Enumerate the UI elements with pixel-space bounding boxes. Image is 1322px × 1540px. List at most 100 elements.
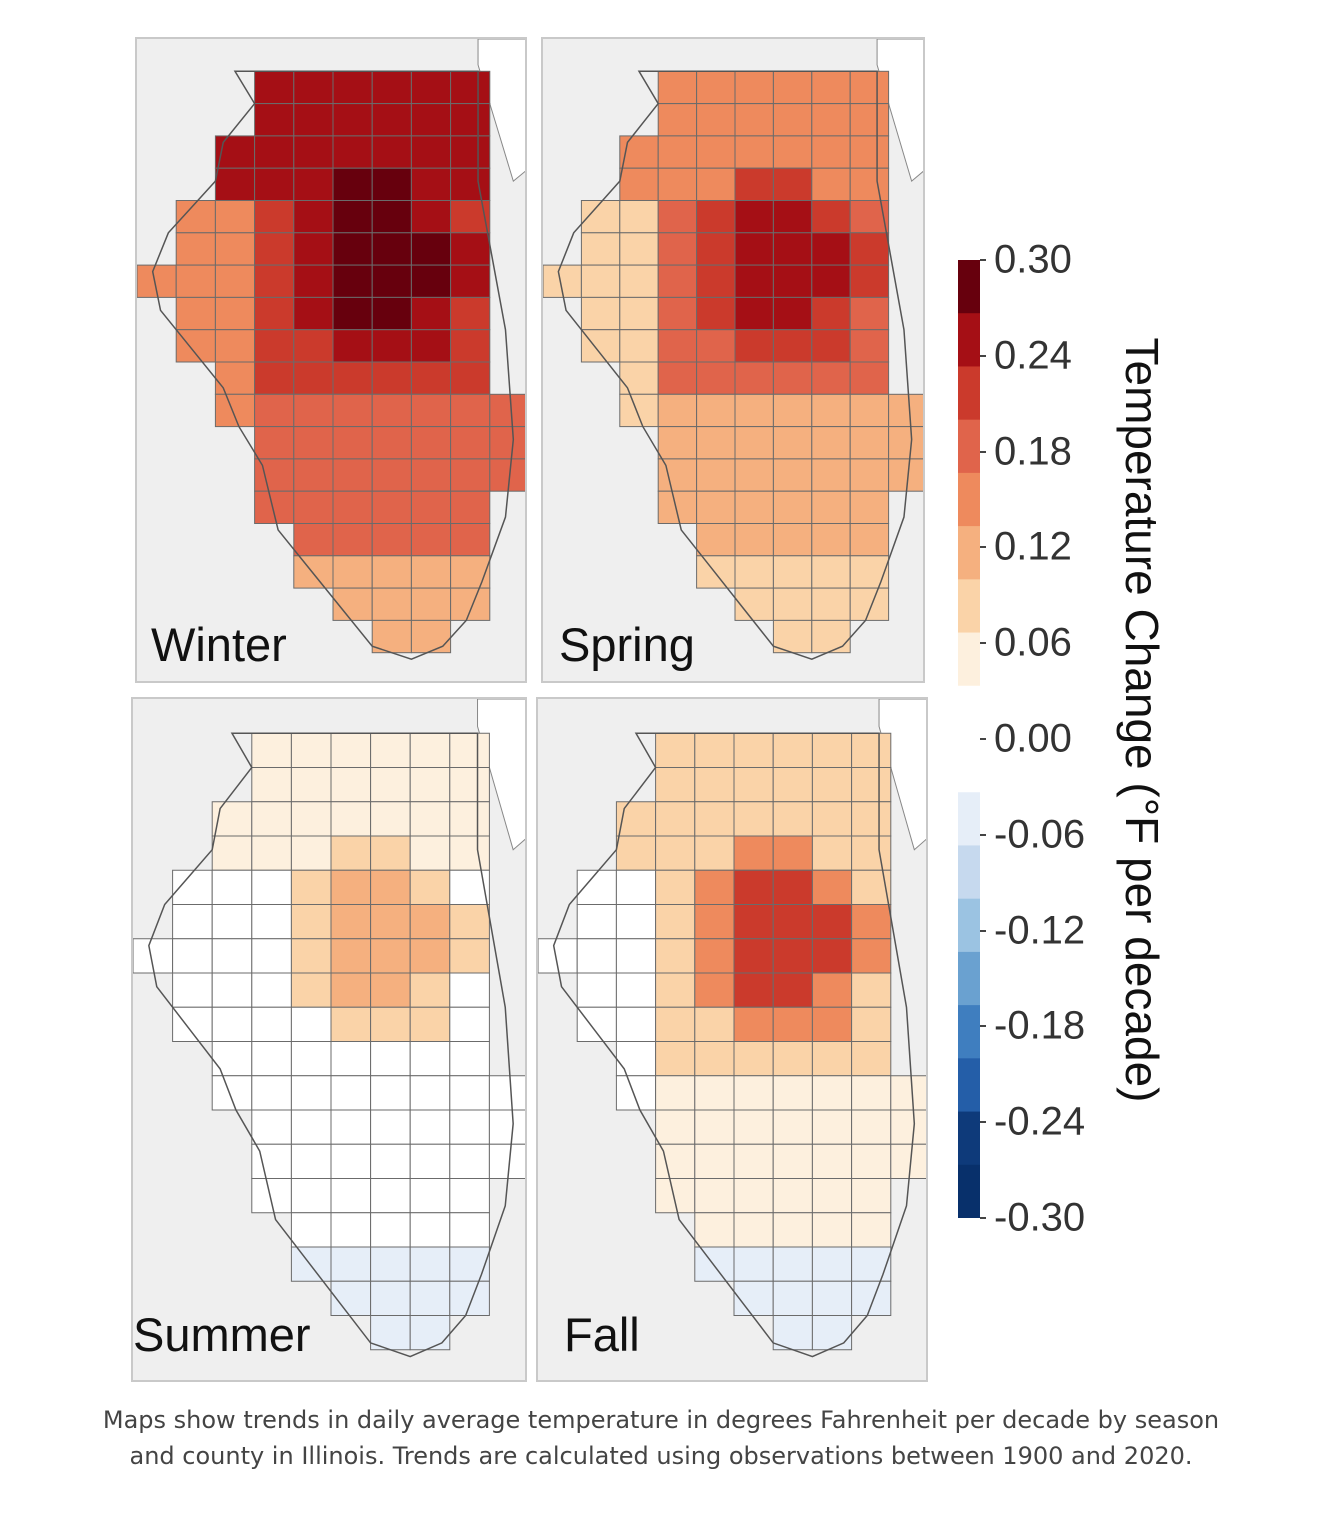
county-cell xyxy=(772,1246,813,1282)
county-cell xyxy=(851,801,892,837)
county-cell xyxy=(332,555,373,589)
county-cell xyxy=(772,103,813,137)
county-cell xyxy=(370,1109,411,1145)
county-cell xyxy=(811,869,853,905)
county-cell xyxy=(409,1212,451,1248)
county-cell xyxy=(214,329,256,363)
county-cell xyxy=(332,70,373,105)
county-cell xyxy=(615,801,657,837)
county-cell xyxy=(410,619,452,654)
county-cell xyxy=(330,767,372,803)
county-cell xyxy=(772,361,813,395)
figure-caption: Maps show trends in daily average temper… xyxy=(102,1406,1220,1470)
county-cell xyxy=(450,70,491,105)
county-cell xyxy=(696,232,736,266)
county-cell xyxy=(615,904,657,940)
county-cell xyxy=(370,835,411,871)
county-cell xyxy=(772,904,813,940)
county-cell xyxy=(211,835,253,871)
legend-swatch xyxy=(958,739,980,793)
county-cell xyxy=(655,1041,696,1077)
county-cell xyxy=(657,426,698,460)
county-cell xyxy=(580,232,621,266)
county-cell xyxy=(371,458,412,492)
county-cell xyxy=(332,458,373,492)
county-cell xyxy=(409,1109,451,1145)
winter-label: Winter xyxy=(151,618,287,671)
county-cell xyxy=(330,801,372,837)
county-cell xyxy=(733,1041,774,1077)
county-cell xyxy=(772,1006,813,1042)
legend-swatch xyxy=(958,1005,980,1059)
legend-swatch xyxy=(958,1164,980,1218)
county-cell xyxy=(332,329,373,363)
legend-tick-label: 0.00 xyxy=(994,716,1072,761)
county-cell xyxy=(330,1006,372,1042)
county-cell xyxy=(811,587,851,621)
state-outline xyxy=(552,732,916,1358)
county-cell xyxy=(772,767,813,803)
county-cell xyxy=(449,1178,490,1214)
state-outline xyxy=(557,70,913,660)
county-cell xyxy=(330,1212,372,1248)
county-cell xyxy=(332,135,373,169)
county-cell xyxy=(772,938,813,974)
county-cell xyxy=(370,869,411,905)
legend-swatch xyxy=(958,366,980,421)
county-cell xyxy=(409,767,451,803)
county-cell xyxy=(851,904,892,940)
state-outline xyxy=(151,70,515,660)
county-cell xyxy=(733,1075,774,1111)
county-cell xyxy=(694,869,735,905)
county-cell xyxy=(293,296,334,331)
county-cell xyxy=(450,523,491,557)
county-cell xyxy=(332,264,373,298)
county-cell xyxy=(580,264,621,298)
county-cell xyxy=(734,555,774,589)
county-cell xyxy=(409,1246,451,1282)
county-cell xyxy=(410,70,452,105)
legend-swatch xyxy=(958,579,980,634)
legend-swatch xyxy=(958,632,980,687)
county-cell xyxy=(409,835,451,871)
county-cell xyxy=(410,296,452,331)
county-cell xyxy=(694,1178,735,1214)
county-cell xyxy=(851,938,892,974)
county-cell xyxy=(811,938,853,974)
county-cell xyxy=(254,426,295,460)
legend-tick-label: -0.30 xyxy=(994,1195,1086,1240)
county-cell xyxy=(410,200,452,234)
county-cell xyxy=(449,1246,490,1282)
county-cell xyxy=(733,1178,774,1214)
county-cell xyxy=(293,103,334,137)
legend-tick-label: 0.30 xyxy=(994,237,1072,282)
county-cell xyxy=(851,1280,892,1316)
county-cell xyxy=(694,1246,735,1282)
county-cell xyxy=(254,296,295,331)
county-cell xyxy=(290,1178,332,1214)
county-cell xyxy=(851,1212,892,1248)
county-cell xyxy=(290,835,332,871)
county-cell xyxy=(772,1143,813,1179)
county-cell xyxy=(450,167,491,201)
county-cell xyxy=(619,361,659,395)
county-cell xyxy=(214,167,256,201)
legend-tick-label: -0.06 xyxy=(994,812,1086,857)
county-cell xyxy=(772,490,813,525)
legend-swatch xyxy=(958,526,980,580)
county-cell xyxy=(410,329,452,363)
county-cell xyxy=(811,732,853,768)
county-cell xyxy=(251,1006,292,1042)
county-cell xyxy=(655,801,696,837)
county-cell xyxy=(293,555,334,589)
county-cell xyxy=(371,103,412,137)
county-cell xyxy=(694,1006,735,1042)
county-cell xyxy=(811,835,853,871)
county-cell xyxy=(332,200,373,234)
county-cell xyxy=(696,103,736,137)
county-cell xyxy=(657,103,698,137)
county-cell xyxy=(254,361,295,395)
county-cell xyxy=(772,232,813,266)
county-cell xyxy=(696,70,736,105)
county-cell xyxy=(290,1143,332,1179)
